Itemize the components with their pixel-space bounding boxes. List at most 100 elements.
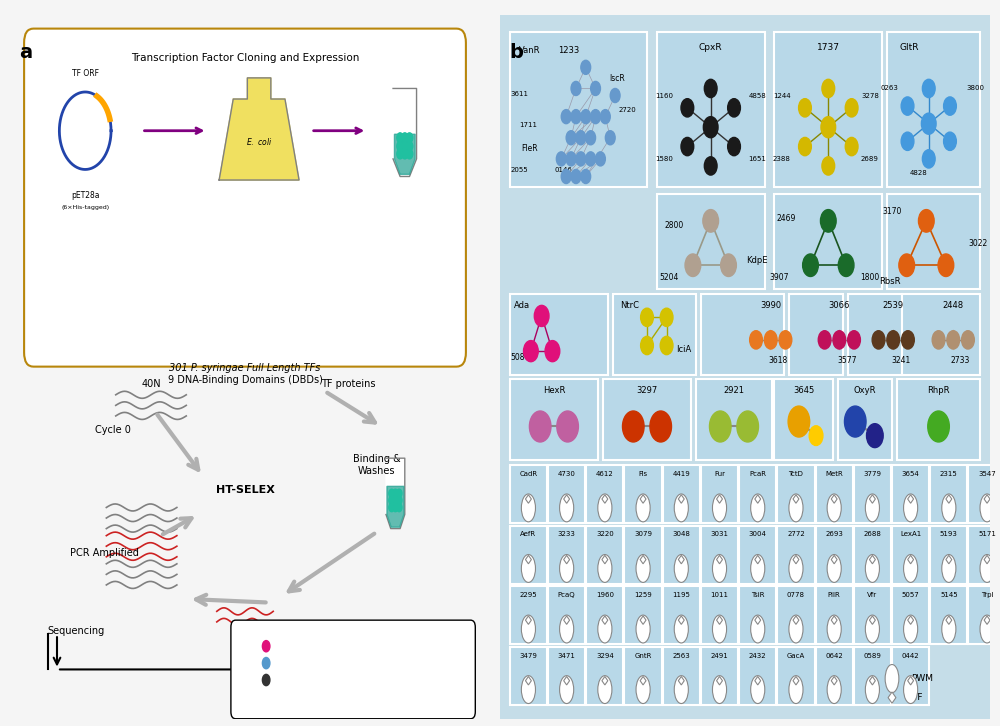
Ellipse shape <box>598 555 612 582</box>
Circle shape <box>650 411 672 442</box>
Bar <box>510 526 547 584</box>
Bar <box>930 465 967 523</box>
Polygon shape <box>869 616 875 624</box>
Text: 3779: 3779 <box>863 471 881 477</box>
Bar <box>701 587 738 644</box>
Text: 0778: 0778 <box>787 592 805 598</box>
Text: Vfr: Vfr <box>867 592 877 598</box>
Ellipse shape <box>942 615 956 643</box>
Circle shape <box>571 110 581 123</box>
Bar <box>663 465 700 523</box>
Circle shape <box>764 331 777 349</box>
Circle shape <box>944 97 956 115</box>
Bar <box>586 526 623 584</box>
Text: TctD: TctD <box>789 471 803 477</box>
Polygon shape <box>793 616 799 624</box>
Ellipse shape <box>942 555 956 582</box>
Ellipse shape <box>827 676 841 703</box>
Ellipse shape <box>942 494 956 522</box>
Circle shape <box>396 496 402 505</box>
Circle shape <box>641 308 653 327</box>
Circle shape <box>788 406 810 437</box>
Polygon shape <box>869 677 875 685</box>
Bar <box>624 465 662 523</box>
Text: KdpE: KdpE <box>746 256 768 266</box>
Circle shape <box>581 169 591 184</box>
Polygon shape <box>908 616 914 624</box>
Circle shape <box>681 137 694 155</box>
Text: 3079: 3079 <box>634 531 652 537</box>
Circle shape <box>704 157 717 175</box>
Ellipse shape <box>636 494 650 522</box>
Circle shape <box>685 254 701 277</box>
Circle shape <box>938 254 954 277</box>
FancyBboxPatch shape <box>231 620 475 719</box>
Circle shape <box>818 331 831 349</box>
Ellipse shape <box>674 494 688 522</box>
Circle shape <box>262 674 270 685</box>
Circle shape <box>845 137 858 155</box>
Text: 3654: 3654 <box>902 471 919 477</box>
Circle shape <box>932 331 945 349</box>
Circle shape <box>872 331 885 349</box>
Bar <box>816 587 853 644</box>
Polygon shape <box>755 616 761 624</box>
Text: 5204: 5204 <box>659 273 679 282</box>
Circle shape <box>397 142 403 151</box>
Circle shape <box>389 496 394 505</box>
Text: 1 DBD TF: 1 DBD TF <box>274 658 316 668</box>
Text: 3547: 3547 <box>978 471 996 477</box>
Ellipse shape <box>560 615 574 643</box>
Text: 1580: 1580 <box>655 156 673 162</box>
Text: 3233: 3233 <box>558 531 576 537</box>
Ellipse shape <box>789 494 803 522</box>
Circle shape <box>822 157 835 175</box>
Ellipse shape <box>865 555 879 582</box>
Bar <box>816 526 853 584</box>
Bar <box>510 32 647 187</box>
Polygon shape <box>602 677 608 685</box>
Circle shape <box>944 132 956 150</box>
Text: 5145: 5145 <box>940 592 958 598</box>
Polygon shape <box>717 677 722 685</box>
Bar <box>548 647 585 705</box>
Text: CadR: CadR <box>519 471 537 477</box>
Text: 3611: 3611 <box>511 91 529 97</box>
Ellipse shape <box>827 494 841 522</box>
Ellipse shape <box>827 615 841 643</box>
Text: 2448: 2448 <box>943 301 964 310</box>
Ellipse shape <box>751 676 765 703</box>
Bar <box>548 465 585 523</box>
Circle shape <box>406 142 413 151</box>
Circle shape <box>838 254 854 277</box>
Text: $E.\ coli$: $E.\ coli$ <box>246 136 272 147</box>
Text: 2469: 2469 <box>777 214 796 223</box>
Circle shape <box>545 340 560 362</box>
Circle shape <box>845 99 858 117</box>
Circle shape <box>393 503 398 512</box>
Polygon shape <box>908 555 914 564</box>
FancyBboxPatch shape <box>24 28 466 367</box>
Circle shape <box>556 152 566 166</box>
Bar <box>696 379 772 460</box>
Ellipse shape <box>636 555 650 582</box>
Circle shape <box>576 131 586 144</box>
Text: 2388: 2388 <box>773 156 791 162</box>
Bar <box>624 587 662 644</box>
Bar <box>777 587 815 644</box>
Polygon shape <box>831 616 837 624</box>
Ellipse shape <box>980 555 994 582</box>
Text: 2491: 2491 <box>711 653 728 658</box>
Text: LexA1: LexA1 <box>900 531 921 537</box>
Ellipse shape <box>521 494 535 522</box>
Text: 4828: 4828 <box>910 170 928 176</box>
Polygon shape <box>984 555 990 564</box>
Ellipse shape <box>521 555 535 582</box>
Polygon shape <box>525 677 531 685</box>
Text: 301 P. syringae Full Length TFs: 301 P. syringae Full Length TFs <box>169 363 321 373</box>
Circle shape <box>600 110 610 123</box>
Ellipse shape <box>712 494 727 522</box>
Bar <box>854 526 891 584</box>
Ellipse shape <box>712 676 727 703</box>
Circle shape <box>779 331 792 349</box>
